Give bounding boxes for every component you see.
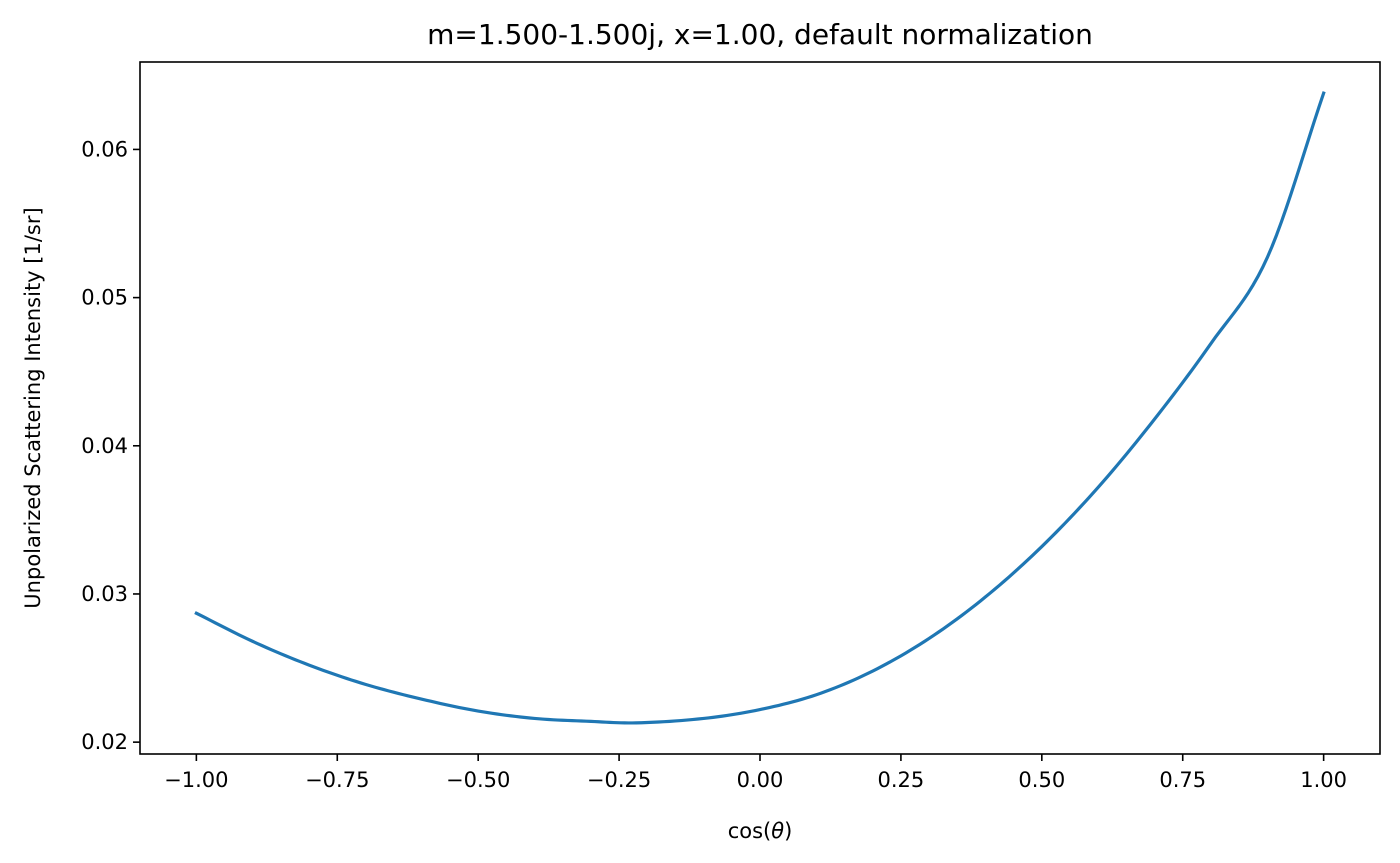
x-tick-label: 1.00 [1300, 768, 1347, 792]
x-axis: −1.00 −0.75 −0.50 −0.25 0.00 0.25 0.50 0.75 1.00 [164, 754, 1347, 792]
y-axis-label: Unpolarized Scattering Intensity [1/sr] [21, 207, 45, 608]
chart-title: m=1.500-1.500j, x=1.00, default normaliz… [427, 18, 1093, 51]
x-tick-label: 0.50 [1018, 768, 1065, 792]
x-axis-label-symbol: θ [771, 819, 784, 843]
x-axis-label-prefix: cos( [728, 819, 772, 843]
y-tick-label: 0.04 [81, 434, 128, 458]
x-tick-label: −0.25 [587, 768, 651, 792]
x-tick-label: 0.25 [878, 768, 925, 792]
y-axis: 0.02 0.03 0.04 0.05 0.06 [81, 137, 140, 754]
x-tick-label: −0.75 [305, 768, 369, 792]
plot-area [194, 91, 1326, 725]
x-tick-label: 0.75 [1159, 768, 1206, 792]
x-tick-label: −0.50 [446, 768, 510, 792]
y-tick-label: 0.06 [81, 137, 128, 161]
x-tick-label: 0.00 [737, 768, 784, 792]
series-line [194, 91, 1326, 725]
y-tick-label: 0.02 [81, 730, 128, 754]
x-tick-label: −1.00 [164, 768, 228, 792]
y-tick-label: 0.05 [81, 286, 128, 310]
plot-frame [139, 61, 1381, 755]
x-axis-label: cos(θ) [728, 819, 793, 843]
x-axis-label-suffix: ) [784, 819, 792, 843]
y-tick-label: 0.03 [81, 582, 128, 606]
